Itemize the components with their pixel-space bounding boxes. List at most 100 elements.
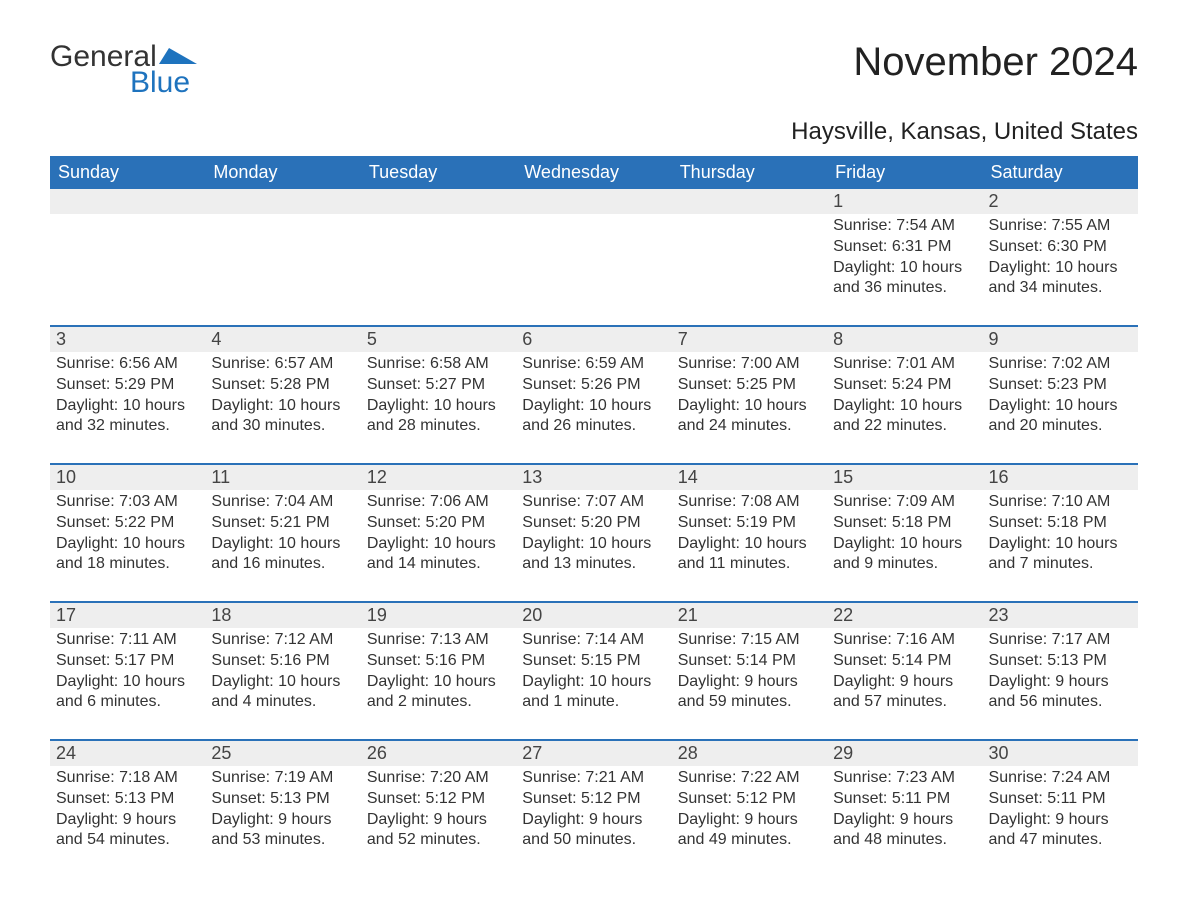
day-cell (672, 189, 827, 326)
sunset-text: Sunset: 5:16 PM (367, 651, 510, 672)
day-details: Sunrise: 7:06 AMSunset: 5:20 PMDaylight:… (361, 490, 516, 579)
sunset-text: Sunset: 5:21 PM (211, 513, 354, 534)
sunrise-text: Sunrise: 7:06 AM (367, 492, 510, 513)
day-cell: 22Sunrise: 7:16 AMSunset: 5:14 PMDayligh… (827, 602, 982, 740)
day-cell: 27Sunrise: 7:21 AMSunset: 5:12 PMDayligh… (516, 740, 671, 877)
sunrise-text: Sunrise: 7:24 AM (989, 768, 1132, 789)
day-cell: 2Sunrise: 7:55 AMSunset: 6:30 PMDaylight… (983, 189, 1138, 326)
daylight-text: Daylight: 10 hours and 18 minutes. (56, 534, 199, 576)
day-number: 19 (361, 603, 516, 628)
sunset-text: Sunset: 5:13 PM (989, 651, 1132, 672)
day-header-sat: Saturday (983, 156, 1138, 189)
day-header-wed: Wednesday (516, 156, 671, 189)
day-number: 11 (205, 465, 360, 490)
sunrise-text: Sunrise: 6:56 AM (56, 354, 199, 375)
day-cell: 24Sunrise: 7:18 AMSunset: 5:13 PMDayligh… (50, 740, 205, 877)
day-number: 7 (672, 327, 827, 352)
day-number: 9 (983, 327, 1138, 352)
day-cell: 18Sunrise: 7:12 AMSunset: 5:16 PMDayligh… (205, 602, 360, 740)
week-row: 3Sunrise: 6:56 AMSunset: 5:29 PMDaylight… (50, 326, 1138, 464)
day-details: Sunrise: 7:07 AMSunset: 5:20 PMDaylight:… (516, 490, 671, 579)
sunrise-text: Sunrise: 7:19 AM (211, 768, 354, 789)
day-cell: 12Sunrise: 7:06 AMSunset: 5:20 PMDayligh… (361, 464, 516, 602)
month-title: November 2024 (853, 40, 1138, 84)
sunset-text: Sunset: 5:18 PM (833, 513, 976, 534)
sunset-text: Sunset: 5:19 PM (678, 513, 821, 534)
sunset-text: Sunset: 5:26 PM (522, 375, 665, 396)
sunset-text: Sunset: 5:20 PM (367, 513, 510, 534)
day-number: 16 (983, 465, 1138, 490)
sunrise-text: Sunrise: 6:59 AM (522, 354, 665, 375)
day-cell: 29Sunrise: 7:23 AMSunset: 5:11 PMDayligh… (827, 740, 982, 877)
day-cell: 25Sunrise: 7:19 AMSunset: 5:13 PMDayligh… (205, 740, 360, 877)
daylight-text: Daylight: 10 hours and 36 minutes. (833, 258, 976, 300)
day-details: Sunrise: 7:02 AMSunset: 5:23 PMDaylight:… (983, 352, 1138, 441)
day-details: Sunrise: 7:12 AMSunset: 5:16 PMDaylight:… (205, 628, 360, 717)
sunset-text: Sunset: 6:31 PM (833, 237, 976, 258)
day-details (361, 214, 516, 220)
day-number: 6 (516, 327, 671, 352)
sunset-text: Sunset: 5:24 PM (833, 375, 976, 396)
daylight-text: Daylight: 9 hours and 53 minutes. (211, 810, 354, 852)
daylight-text: Daylight: 9 hours and 49 minutes. (678, 810, 821, 852)
day-details: Sunrise: 7:04 AMSunset: 5:21 PMDaylight:… (205, 490, 360, 579)
sunrise-text: Sunrise: 7:04 AM (211, 492, 354, 513)
daylight-text: Daylight: 10 hours and 20 minutes. (989, 396, 1132, 438)
daylight-text: Daylight: 10 hours and 26 minutes. (522, 396, 665, 438)
day-cell (516, 189, 671, 326)
daylight-text: Daylight: 10 hours and 16 minutes. (211, 534, 354, 576)
day-details: Sunrise: 7:21 AMSunset: 5:12 PMDaylight:… (516, 766, 671, 855)
day-details: Sunrise: 7:19 AMSunset: 5:13 PMDaylight:… (205, 766, 360, 855)
sunset-text: Sunset: 5:12 PM (522, 789, 665, 810)
sunset-text: Sunset: 6:30 PM (989, 237, 1132, 258)
sunrise-text: Sunrise: 7:13 AM (367, 630, 510, 651)
sunset-text: Sunset: 5:22 PM (56, 513, 199, 534)
day-details (516, 214, 671, 220)
day-details: Sunrise: 7:03 AMSunset: 5:22 PMDaylight:… (50, 490, 205, 579)
day-number: 8 (827, 327, 982, 352)
daylight-text: Daylight: 9 hours and 52 minutes. (367, 810, 510, 852)
sunset-text: Sunset: 5:12 PM (678, 789, 821, 810)
sunrise-text: Sunrise: 7:08 AM (678, 492, 821, 513)
day-details: Sunrise: 7:17 AMSunset: 5:13 PMDaylight:… (983, 628, 1138, 717)
sunset-text: Sunset: 5:14 PM (678, 651, 821, 672)
day-details: Sunrise: 7:55 AMSunset: 6:30 PMDaylight:… (983, 214, 1138, 303)
day-cell: 30Sunrise: 7:24 AMSunset: 5:11 PMDayligh… (983, 740, 1138, 877)
daylight-text: Daylight: 10 hours and 2 minutes. (367, 672, 510, 714)
sunset-text: Sunset: 5:28 PM (211, 375, 354, 396)
day-number: 23 (983, 603, 1138, 628)
day-number: 21 (672, 603, 827, 628)
day-cell (361, 189, 516, 326)
week-row: 1Sunrise: 7:54 AMSunset: 6:31 PMDaylight… (50, 189, 1138, 326)
sunrise-text: Sunrise: 7:23 AM (833, 768, 976, 789)
daylight-text: Daylight: 10 hours and 6 minutes. (56, 672, 199, 714)
day-header-row: Sunday Monday Tuesday Wednesday Thursday… (50, 156, 1138, 189)
daylight-text: Daylight: 10 hours and 22 minutes. (833, 396, 976, 438)
calendar-table: Sunday Monday Tuesday Wednesday Thursday… (50, 156, 1138, 877)
title-block: November 2024 (853, 40, 1138, 84)
sunrise-text: Sunrise: 7:03 AM (56, 492, 199, 513)
daylight-text: Daylight: 10 hours and 14 minutes. (367, 534, 510, 576)
daylight-text: Daylight: 10 hours and 28 minutes. (367, 396, 510, 438)
daylight-text: Daylight: 9 hours and 59 minutes. (678, 672, 821, 714)
day-number: 2 (983, 189, 1138, 214)
day-number: 1 (827, 189, 982, 214)
daylight-text: Daylight: 9 hours and 54 minutes. (56, 810, 199, 852)
sunrise-text: Sunrise: 7:55 AM (989, 216, 1132, 237)
sunset-text: Sunset: 5:27 PM (367, 375, 510, 396)
sunrise-text: Sunrise: 6:58 AM (367, 354, 510, 375)
logo-text-blue: Blue (130, 66, 190, 100)
sunrise-text: Sunrise: 7:09 AM (833, 492, 976, 513)
day-details: Sunrise: 7:24 AMSunset: 5:11 PMDaylight:… (983, 766, 1138, 855)
day-details: Sunrise: 7:20 AMSunset: 5:12 PMDaylight:… (361, 766, 516, 855)
day-number: 18 (205, 603, 360, 628)
day-cell: 4Sunrise: 6:57 AMSunset: 5:28 PMDaylight… (205, 326, 360, 464)
daylight-text: Daylight: 10 hours and 9 minutes. (833, 534, 976, 576)
sunrise-text: Sunrise: 7:21 AM (522, 768, 665, 789)
day-number: 29 (827, 741, 982, 766)
day-number (50, 189, 205, 214)
daylight-text: Daylight: 10 hours and 7 minutes. (989, 534, 1132, 576)
day-details: Sunrise: 6:57 AMSunset: 5:28 PMDaylight:… (205, 352, 360, 441)
day-details (205, 214, 360, 220)
sunrise-text: Sunrise: 7:18 AM (56, 768, 199, 789)
